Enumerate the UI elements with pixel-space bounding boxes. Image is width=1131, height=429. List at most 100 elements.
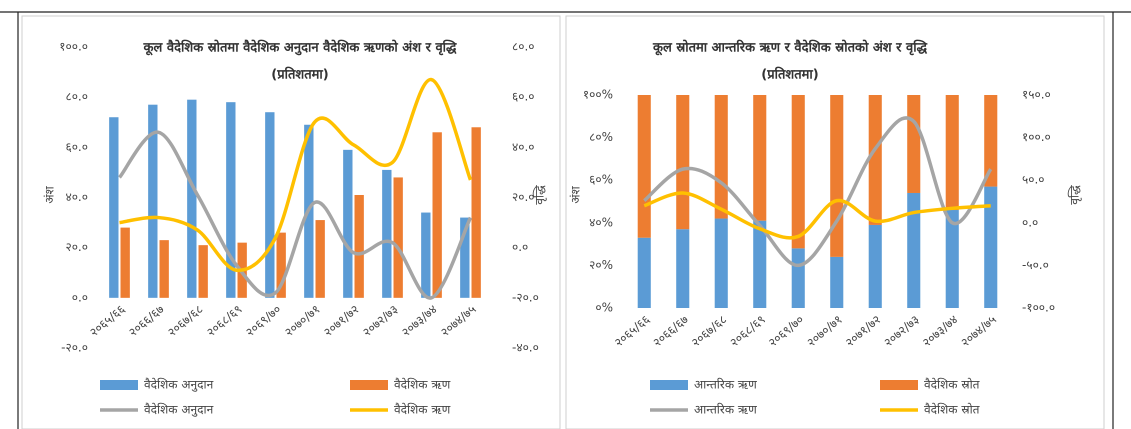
legend-swatch [650,380,688,390]
y2-axis-label: वृद्धि [1068,185,1083,205]
bar [187,99,197,298]
x-tick-label: २०६८/६९ [727,312,768,349]
bar [198,245,208,298]
x-tick-label: २०६९/७० [243,302,284,339]
bar [637,237,651,308]
bar [676,229,690,308]
bar [226,102,236,298]
bar [830,95,844,257]
y-tick-label: २०% [589,258,613,272]
y-axis-label: अंश [569,185,583,203]
x-tick-label: २०६८/६९ [204,302,245,339]
bar [265,112,275,298]
y-tick-label: ४०% [589,215,613,229]
y-tick-label: १००% [583,88,613,102]
bar [421,212,431,298]
y2-tick-label: ८०.० [512,40,535,54]
bar [343,149,353,298]
line [643,191,991,240]
chart-title: कूल स्रोतमा आन्तरिक ऋण र वैदेशिक स्रोतको… [652,40,928,56]
x-tick-label: २०७४/७५ [438,302,479,339]
chart-subtitle: (प्रतिशतमा) [271,67,328,83]
x-tick-label: २०६७/६८ [689,312,730,349]
y2-tick-label: ५०.० [1022,173,1045,187]
bar [714,218,728,308]
legend-label: वैदेशिक ऋण [394,403,451,417]
y2-tick-label: -४०.० [512,341,539,355]
line [643,116,993,268]
y2-tick-label: १००.० [1022,130,1051,144]
legend-label: आन्तरिक ऋण [694,403,757,417]
bar [868,95,882,225]
x-tick-label: २०७२/७३ [360,302,401,339]
x-tick-label: २०७२/७३ [881,312,922,349]
legend-swatch [880,380,918,390]
y-tick-label: ०.० [72,290,88,304]
x-tick-label: २०६५/६६ [87,302,128,339]
x-tick-label: २०७४/७५ [958,312,999,349]
legend-swatch [350,380,388,390]
bar [907,192,921,308]
bar [471,127,481,298]
x-tick-label: २०६९/७० [766,312,807,349]
y-axis-label: अंश [43,185,57,203]
x-tick-label: २०६५/६६ [612,312,653,349]
x-tick-label: २०६७/६८ [165,302,206,339]
bar [791,95,805,249]
line [118,130,473,300]
y2-tick-label: -२०.० [512,290,539,304]
y2-tick-label: ०.० [1022,215,1038,229]
chart-pane [21,15,561,429]
legend-label: वैदेशिक ऋण [394,378,451,392]
chart-subtitle: (प्रतिशतमा) [761,67,818,83]
legend-label: वैदेशिक अनुदान [144,403,214,418]
y-tick-label: ०% [595,301,613,315]
y-tick-label: -२०.० [61,341,88,355]
x-tick-label: २०६६/६७ [650,312,691,349]
y-tick-label: ६०% [589,173,613,187]
x-tick-label: २०७३/७४ [399,302,440,339]
x-tick-label: २०७०/७१ [804,312,845,349]
bar [984,186,998,308]
bar [791,248,805,308]
legend-label: वैदेशिक स्रोत [924,378,981,392]
x-tick-label: २०६६/६७ [126,302,167,339]
bar [159,240,169,298]
bar [984,95,998,187]
y-tick-label: ६०.० [65,140,88,154]
bar [148,104,158,298]
legend-label: वैदेशिक स्रोत [924,403,981,417]
bar [432,132,442,298]
bar [109,117,119,298]
x-tick-label: २०७०/७१ [282,302,323,339]
y2-tick-label: २०.० [512,190,535,204]
bar [676,95,690,230]
legend-label: वैदेशिक अनुदान [144,378,214,393]
y2-tick-label: ६०.० [512,90,535,104]
bar [753,95,767,221]
bar [120,227,130,298]
chart-pane [565,15,1105,429]
bar [714,95,728,219]
bar [753,220,767,308]
bar [382,169,392,298]
bar [354,194,364,298]
y-tick-label: ४०.० [65,190,88,204]
legend-label: आन्तरिक ऋण [694,378,757,392]
bar [637,95,651,238]
x-tick-label: २०७१/७२ [843,312,884,349]
legend-swatch [100,380,138,390]
bar [315,220,325,298]
y2-tick-label: -१००.० [1022,301,1055,315]
y-tick-label: १००.० [59,40,88,54]
bar [830,256,844,308]
bar [945,210,959,308]
y-tick-label: २०.० [65,240,88,254]
y-tick-label: ८०.० [65,90,88,104]
bar [460,217,470,298]
bar [868,224,882,308]
chart-title: कूल वैदेशिक स्रोतमा वैदेशिक अनुदान वैदेश… [143,40,457,56]
bar [945,95,959,211]
bar [276,232,286,298]
